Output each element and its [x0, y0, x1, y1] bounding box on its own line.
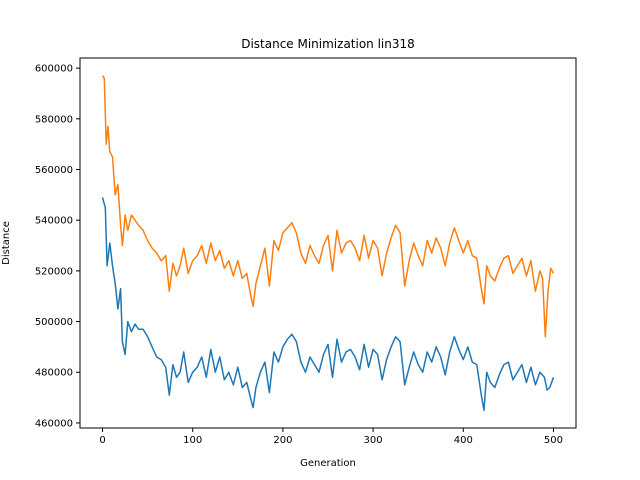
x-tick-label: 0	[99, 435, 105, 446]
y-tick-label: 580000	[35, 114, 73, 125]
y-tick-label: 520000	[35, 266, 73, 277]
y-tick-label: 480000	[35, 368, 73, 379]
series-line-1	[101, 197, 555, 412]
series-lines	[101, 75, 555, 412]
x-axis-label: Generation	[300, 458, 356, 469]
x-tick-label: 300	[364, 435, 383, 446]
series-line-2	[101, 75, 555, 338]
y-tick-label: 460000	[35, 418, 73, 429]
x-axis: 0 100 200 300 400 500	[99, 428, 563, 446]
plot-frame	[79, 57, 577, 429]
y-tick-label: 540000	[35, 216, 73, 227]
y-tick-label: 560000	[35, 165, 73, 176]
y-tick-label: 500000	[35, 317, 73, 328]
x-tick-label: 100	[183, 435, 202, 446]
y-tick-label: 600000	[35, 64, 73, 75]
y-axis-label: Distance	[1, 221, 12, 265]
y-axis: 460000 480000 500000 520000 540000 560000 5800…	[35, 64, 80, 429]
x-tick-label: 200	[273, 435, 292, 446]
x-tick-label: 400	[454, 435, 473, 446]
chart-title: Distance Minimization lin318	[241, 37, 415, 51]
x-tick-label: 500	[544, 435, 563, 446]
